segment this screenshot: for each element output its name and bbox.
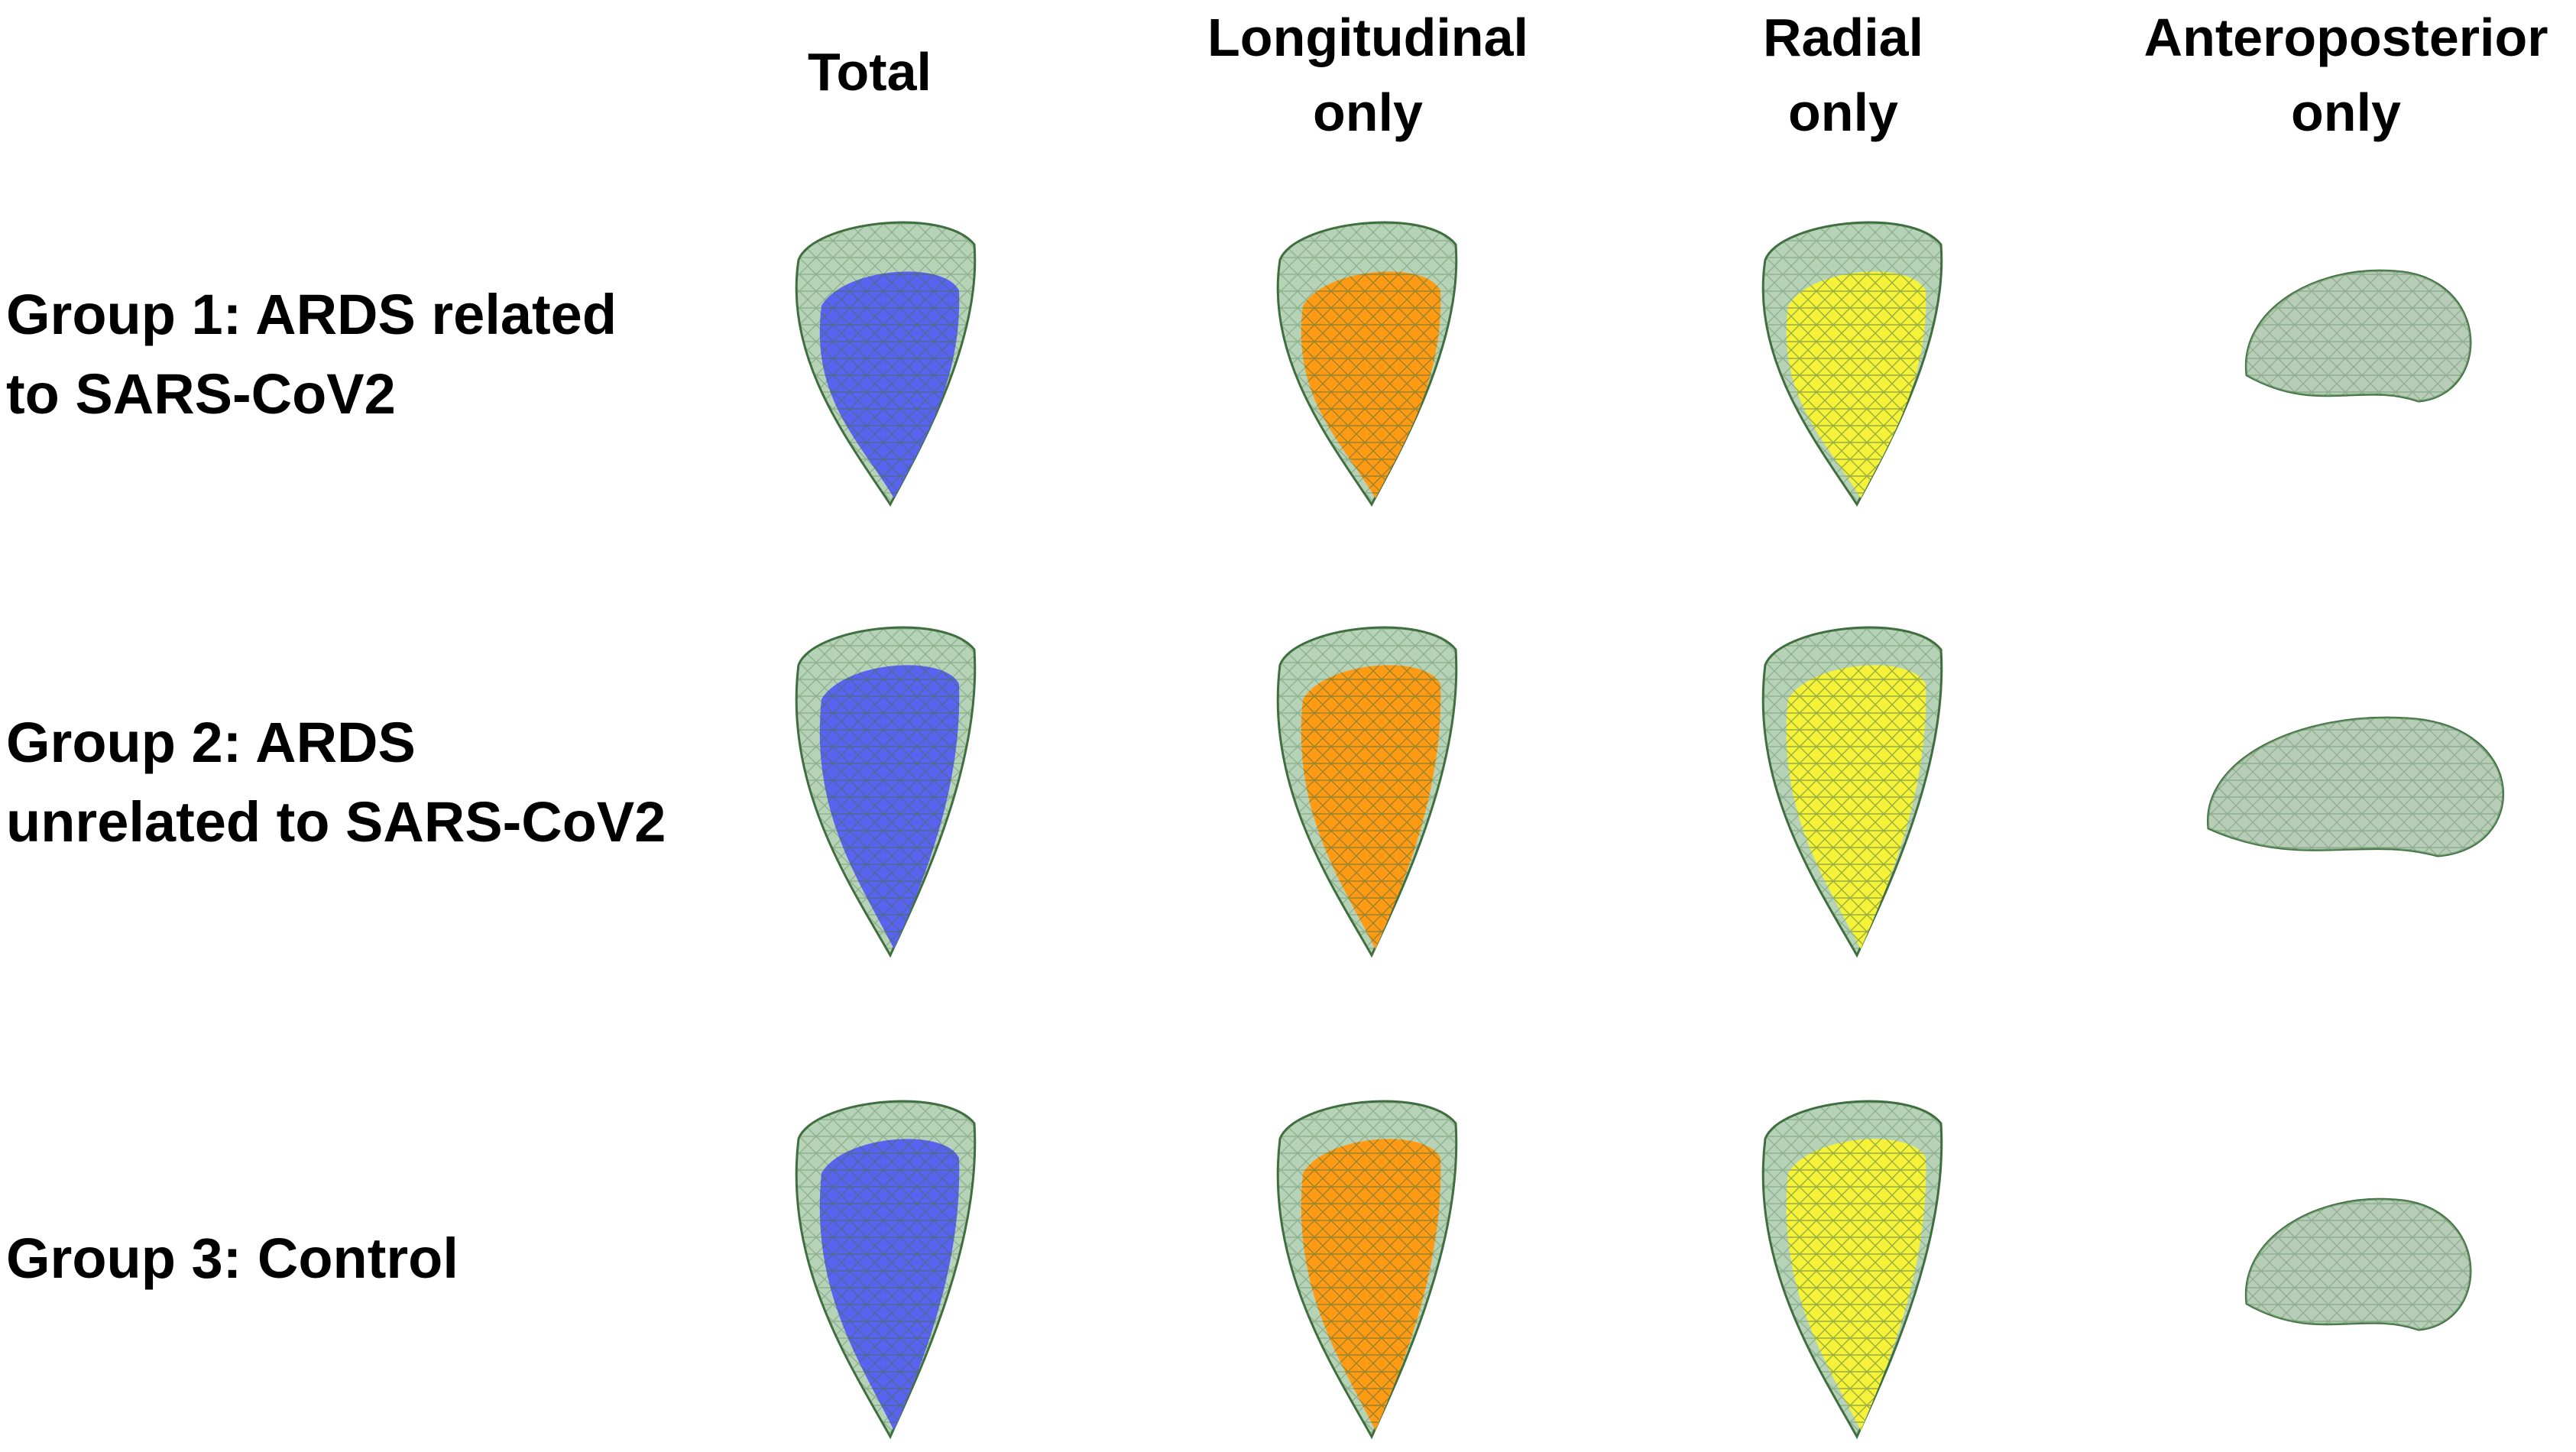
group1-radial-shape	[1761, 221, 1943, 507]
col-header-anteroposterior-line2: only	[2291, 83, 2401, 142]
group2-anteroposterior-wireframe	[2208, 718, 2503, 856]
group1-total-outer-wireframe	[796, 222, 975, 504]
col-header-longitudinal-line2: only	[1313, 83, 1423, 142]
group2-longitudinal-outer-wireframe	[1278, 627, 1456, 955]
group3-longitudinal-shape	[1276, 1100, 1458, 1440]
row-header-group3: Group 3: Control	[6, 1219, 709, 1298]
row-header-group2: Group 2: ARDS unrelated to SARS-CoV2	[6, 703, 709, 862]
group2-total-outer-wireframe	[796, 627, 975, 955]
group3-longitudinal-outer-wireframe	[1278, 1101, 1456, 1437]
col-header-longitudinal-line1: Longitudinal	[1207, 8, 1528, 67]
group3-radial-outer-wireframe	[1763, 1101, 1942, 1437]
col-header-radial-line2: only	[1788, 83, 1898, 142]
row-header-group1-line1: Group 1: ARDS related	[6, 283, 617, 346]
row-header-group1-line2: to SARS-CoV2	[6, 362, 396, 426]
group1-total-shape	[795, 221, 977, 507]
group2-longitudinal-shape	[1276, 626, 1458, 958]
group2-radial-outer-wireframe	[1763, 627, 1942, 955]
group1-anteroposterior-wireframe	[2246, 271, 2471, 401]
group1-longitudinal-outer-wireframe	[1278, 222, 1456, 504]
row-header-group3-line1: Group 3: Control	[6, 1227, 458, 1290]
group3-anteroposterior-wireframe	[2246, 1199, 2471, 1330]
col-header-anteroposterior: Anteroposterior only	[2132, 0, 2560, 150]
row-header-group2-line1: Group 2: ARDS	[6, 711, 416, 774]
group2-anteroposterior-shape	[2207, 716, 2504, 857]
group2-total-shape	[795, 626, 977, 958]
row-header-group2-line2: unrelated to SARS-CoV2	[6, 790, 666, 854]
col-header-anteroposterior-line1: Anteroposterior	[2143, 8, 2548, 67]
col-header-total-line1: Total	[807, 42, 932, 102]
group1-radial-outer-wireframe	[1763, 222, 1942, 504]
col-header-radial: Radial only	[1629, 0, 2057, 150]
col-header-longitudinal: Longitudinal only	[1154, 0, 1582, 150]
group1-longitudinal-shape	[1276, 221, 1458, 507]
group3-total-shape	[795, 1100, 977, 1440]
group1-anteroposterior-shape	[2244, 269, 2472, 403]
group2-radial-shape	[1761, 626, 1943, 958]
col-header-total: Total	[656, 34, 1084, 109]
col-header-radial-line1: Radial	[1762, 8, 1924, 67]
group3-radial-shape	[1761, 1100, 1943, 1440]
group3-total-outer-wireframe	[796, 1101, 975, 1437]
group3-anteroposterior-shape	[2244, 1198, 2472, 1331]
row-header-group1: Group 1: ARDS related to SARS-CoV2	[6, 275, 709, 434]
